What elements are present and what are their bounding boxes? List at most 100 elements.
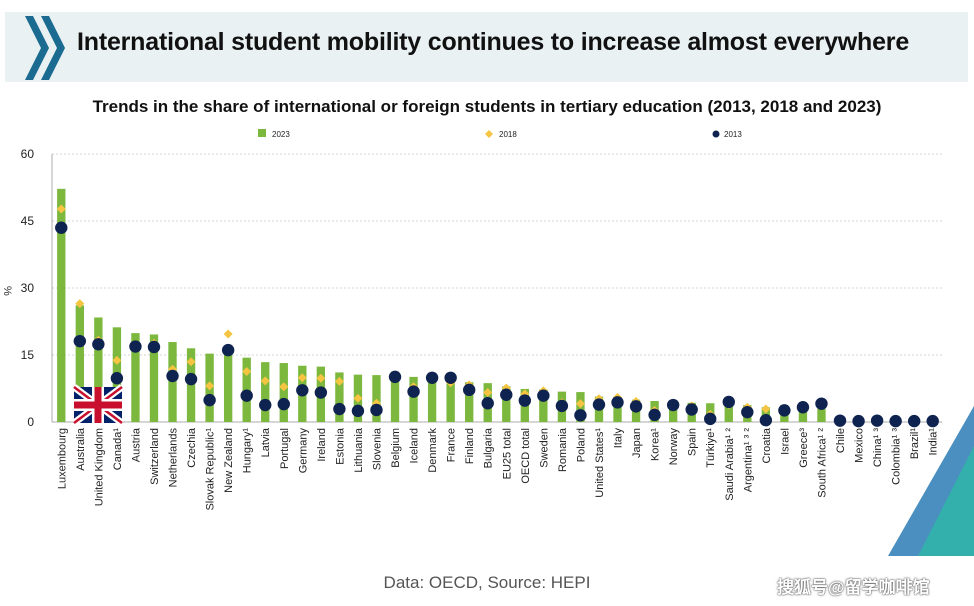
bar-2023 (149, 334, 159, 422)
marker-2013 (462, 383, 476, 397)
x-tick-label: Croatia (761, 427, 773, 463)
marker-2018 (56, 204, 66, 214)
uk-flag-icon (71, 384, 125, 426)
x-tick-label: New Zealand (223, 428, 235, 493)
y-axis-label: % (1, 286, 13, 296)
x-tick-label: Mexico (854, 428, 866, 463)
x-tick-label: Czechia (186, 427, 198, 468)
marker-2013 (259, 398, 272, 412)
marker-2018 (186, 357, 196, 367)
legend-label-2023: 2023 (272, 130, 290, 139)
marker-2013 (518, 394, 532, 407)
marker-2013 (110, 372, 124, 385)
marker-2013 (129, 340, 142, 353)
marker-2013 (704, 412, 717, 426)
marker-2013 (666, 398, 680, 412)
marker-2018 (297, 373, 307, 383)
y-tick-label: 30 (21, 281, 35, 295)
source-note: Data: OECD, Source: HEPI (383, 573, 591, 592)
x-tick-label: EU25 total (501, 428, 513, 479)
x-tick-label: Germany (297, 428, 309, 474)
bar-2023 (724, 403, 733, 422)
x-tick-label: Chile (835, 428, 847, 453)
x-tick-label: Israel (779, 428, 791, 455)
x-tick-label: Saudi Arabia¹ ² (724, 428, 736, 501)
marker-2013 (629, 400, 643, 413)
x-tick-label: United Kingdom (93, 428, 105, 506)
x-tick-label: Australia (75, 427, 87, 471)
x-tick-label: Bulgaria (483, 427, 495, 468)
bar-2023 (427, 377, 437, 422)
bar-2023 (335, 372, 344, 422)
marker-2013 (407, 385, 420, 398)
y-tick-label: 0 (27, 415, 34, 429)
marker-2013 (870, 414, 884, 427)
bar-2023 (613, 396, 622, 422)
x-tick-label: Korea¹ (650, 428, 662, 461)
x-tick-label: India¹ (928, 428, 940, 456)
x-tick-label: Canada¹ (112, 428, 124, 471)
x-tick-label: Slovak Republic¹ (205, 428, 217, 511)
marker-2013 (741, 405, 754, 419)
marker-2013 (92, 338, 105, 351)
x-tick-label: Greece³ (798, 428, 810, 468)
marker-2013 (722, 395, 735, 409)
x-tick-label: Sweden (538, 428, 550, 468)
corner-decoration-icon (888, 406, 974, 556)
x-tick-label: Lithuania (353, 427, 365, 473)
x-tick-label: Ireland (316, 428, 328, 462)
x-tick-label: Latvia (260, 427, 272, 457)
marker-2013 (314, 386, 328, 399)
legend-label-2018: 2018 (499, 130, 517, 139)
marker-2013 (277, 397, 290, 411)
x-tick-label: Slovenia (371, 427, 383, 470)
marker-2013 (555, 399, 569, 413)
x-tick-label: Finland (464, 428, 476, 464)
bar-2023 (502, 386, 511, 422)
marker-2018 (223, 329, 233, 339)
marker-2013 (351, 404, 365, 418)
marker-2018 (334, 376, 344, 386)
chevron-logo-icon (25, 16, 65, 80)
x-tick-label: Colombia¹ ³ (891, 428, 903, 485)
marker-2013 (796, 401, 810, 414)
marker-2013 (296, 384, 309, 397)
bar-2023 (75, 305, 84, 422)
x-tick-label: Netherlands (168, 428, 180, 488)
y-tick-label: 60 (21, 147, 35, 161)
marker-2018 (112, 355, 122, 365)
marker-2013 (166, 369, 179, 383)
x-tick-label: Hungary¹ (242, 428, 254, 474)
marker-2013 (537, 389, 550, 402)
marker-2013 (592, 398, 606, 411)
marker-2013 (444, 371, 457, 384)
marker-2018 (75, 299, 85, 309)
marker-2013 (833, 414, 847, 427)
marker-2013 (184, 372, 198, 386)
marker-2013 (221, 343, 235, 357)
title-banner: International student mobility continues… (5, 12, 968, 82)
marker-2013 (55, 221, 68, 234)
legend-swatch-2018 (485, 130, 493, 138)
marker-2013 (685, 403, 698, 416)
legend-swatch-2013 (712, 130, 720, 138)
bar-2023 (668, 402, 678, 422)
watermark: 搜狐号@留学咖啡馆 (777, 578, 930, 597)
marker-2018 (260, 376, 270, 386)
bar-2023 (409, 376, 418, 422)
bar-2023 (465, 382, 474, 422)
y-tick-label: 45 (21, 214, 35, 228)
marker-2013 (500, 388, 513, 401)
bar-2023 (131, 333, 140, 422)
marker-2013 (73, 334, 87, 348)
marker-2013 (907, 414, 921, 428)
marker-2018 (205, 381, 215, 391)
legend: 2023 2018 2013 (258, 129, 742, 139)
chart-canvas: 0 15 30 45 60 % 2023 2018 2013 Luxembourg Austr… (1, 129, 942, 511)
marker-2013 (889, 414, 902, 428)
bar-2023 (279, 363, 288, 422)
marker-2013 (147, 340, 161, 354)
bar-2023 (798, 408, 808, 422)
x-tick-label: Norway (668, 428, 680, 466)
bar-2023 (372, 375, 381, 422)
